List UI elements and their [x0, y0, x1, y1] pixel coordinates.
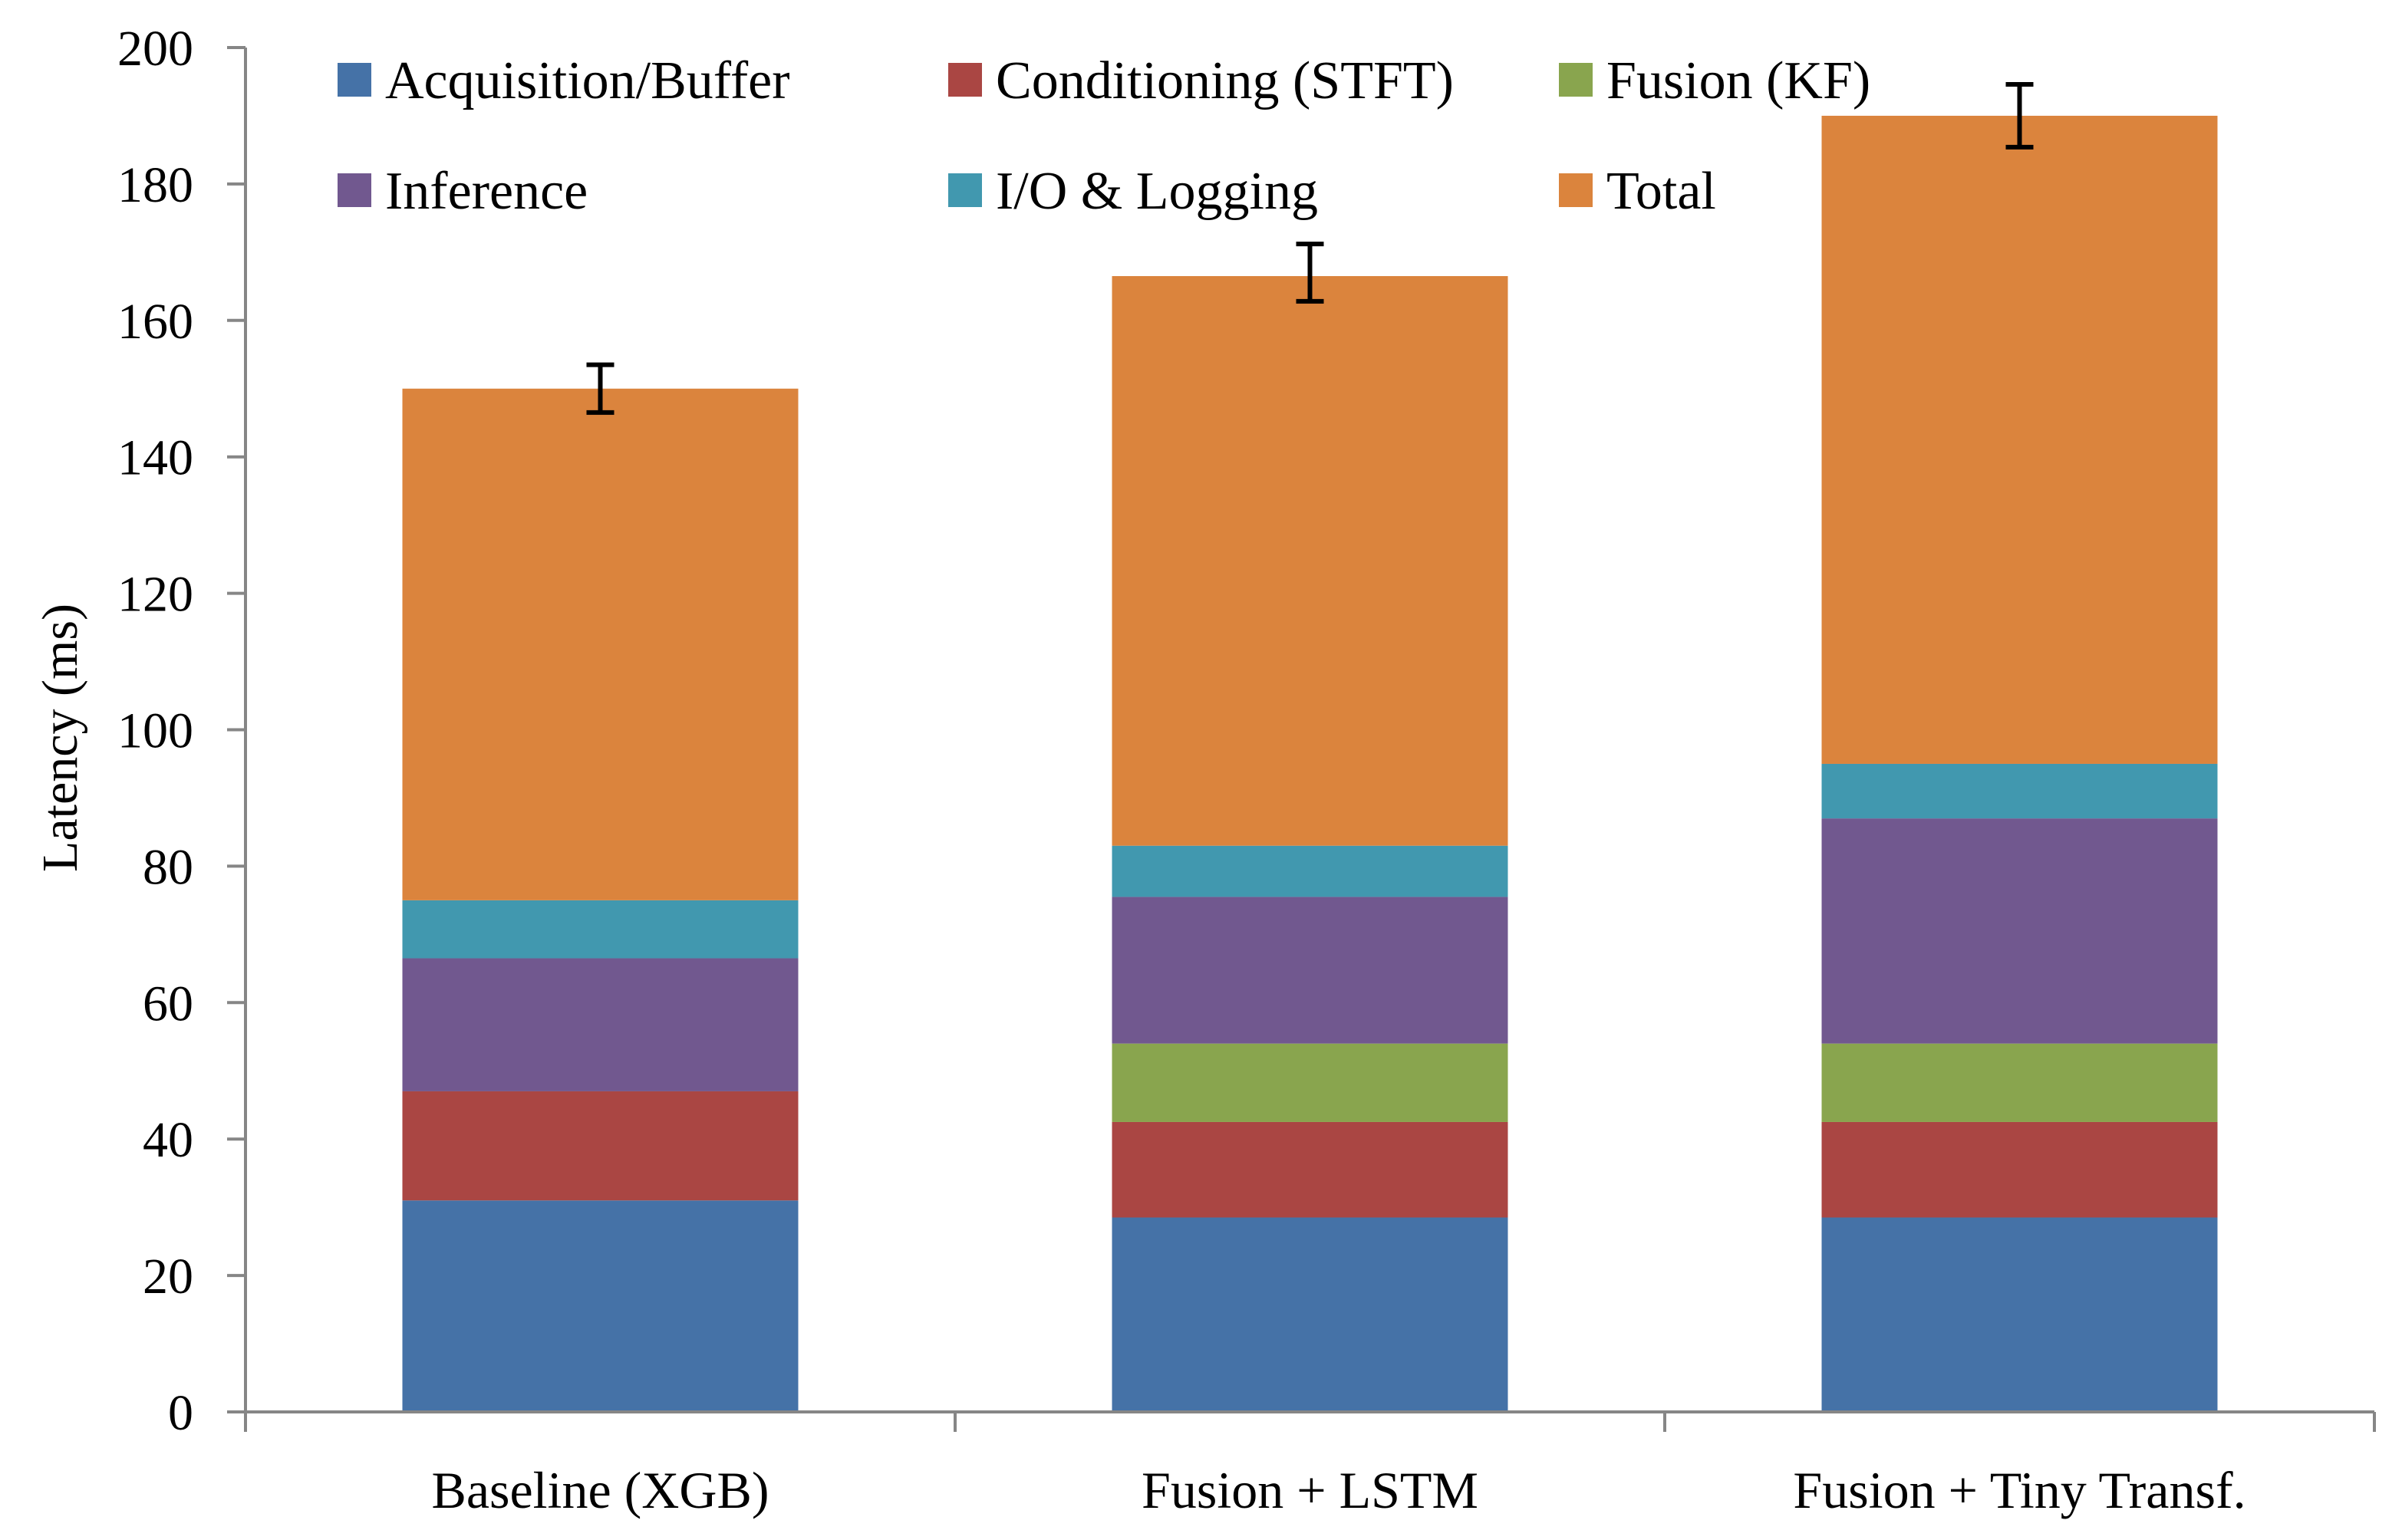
y-tick-label-80: 80 — [143, 839, 193, 895]
error-bar-2 — [1296, 242, 1324, 304]
bar-segment-acquisition-buffer-1 — [402, 1200, 799, 1412]
y-tick-label-100: 100 — [117, 703, 193, 759]
legend-label-i-o-logging: I/O & Logging — [996, 162, 1318, 221]
bar-segment-i-o-logging-1 — [402, 900, 799, 959]
legend-label-fusion-kf: Fusion (KF) — [1606, 51, 1870, 110]
bar-segment-fusion-kf-2 — [1112, 1043, 1508, 1122]
bar-segment-acquisition-buffer-2 — [1112, 1217, 1508, 1412]
bar-segment-total-1 — [402, 388, 799, 900]
y-tick-label-200: 200 — [117, 21, 193, 77]
legend-swatch-fusion-kf — [1559, 63, 1593, 97]
y-tick-label-180: 180 — [117, 157, 193, 213]
legend: Acquisition/Buffer Conditioning (STFT) Fus… — [338, 51, 1870, 221]
legend-swatch-conditioning-stft — [948, 63, 982, 97]
bar-segment-inference-2 — [1112, 897, 1508, 1044]
y-tick-label-20: 20 — [143, 1249, 193, 1305]
bar-segment-conditioning-stft-2 — [1112, 1121, 1508, 1218]
y-tick-label-120: 120 — [117, 567, 193, 623]
bar-segment-inference-1 — [402, 958, 799, 1091]
bar-segment-conditioning-stft-3 — [1821, 1121, 2218, 1218]
legend-label-conditioning-stft: Conditioning (STFT) — [996, 51, 1454, 110]
bar-segment-inference-3 — [1821, 818, 2218, 1044]
bar-segment-acquisition-buffer-3 — [1821, 1217, 2218, 1412]
legend-swatch-inference — [338, 173, 371, 207]
y-tick-label-160: 160 — [117, 294, 193, 350]
legend-swatch-acquisition-buffer — [338, 63, 371, 97]
x-ticks-layer: Baseline (XGB) Fusion + LSTM Fusion + Tiny… — [244, 1412, 2376, 1519]
y-tick-label-40: 40 — [143, 1112, 193, 1168]
legend-label-acquisition-buffer: Acquisition/Buffer — [385, 51, 790, 110]
x-tick-label-3: Fusion + Tiny Transf. — [1793, 1461, 2245, 1519]
bar-segment-i-o-logging-2 — [1112, 845, 1508, 897]
error-bar-3 — [2005, 82, 2034, 150]
bars-layer — [402, 115, 2218, 1412]
y-ticks-layer: 0 20 40 60 80 100 120 140 160 180 200 — [117, 21, 245, 1441]
legend-item-i-o-logging: I/O & Logging — [948, 162, 1318, 221]
bar-segment-total-3 — [1821, 115, 2218, 764]
legend-label-inference: Inference — [385, 162, 588, 221]
legend-item-total: Total — [1559, 162, 1716, 221]
legend-item-acquisition-buffer: Acquisition/Buffer — [338, 51, 790, 110]
legend-item-fusion-kf: Fusion (KF) — [1559, 51, 1870, 110]
y-tick-label-0: 0 — [168, 1385, 193, 1441]
legend-label-total: Total — [1606, 162, 1716, 221]
y-axis-title: Latency (ms) — [32, 604, 88, 872]
bar-segment-total-2 — [1112, 275, 1508, 846]
legend-item-conditioning-stft: Conditioning (STFT) — [948, 51, 1454, 110]
error-bars-layer — [586, 82, 2034, 415]
legend-swatch-i-o-logging — [948, 173, 982, 207]
legend-swatch-total — [1559, 173, 1593, 207]
y-tick-label-140: 140 — [117, 430, 193, 486]
legend-item-inference: Inference — [338, 162, 588, 221]
bar-segment-fusion-kf-3 — [1821, 1043, 2218, 1122]
x-tick-label-1: Baseline (XGB) — [431, 1461, 769, 1519]
error-bar-1 — [586, 362, 615, 415]
bar-segment-conditioning-stft-1 — [402, 1091, 799, 1201]
x-tick-label-2: Fusion + LSTM — [1142, 1461, 1478, 1519]
bar-segment-i-o-logging-3 — [1821, 763, 2218, 819]
y-tick-label-60: 60 — [143, 976, 193, 1032]
